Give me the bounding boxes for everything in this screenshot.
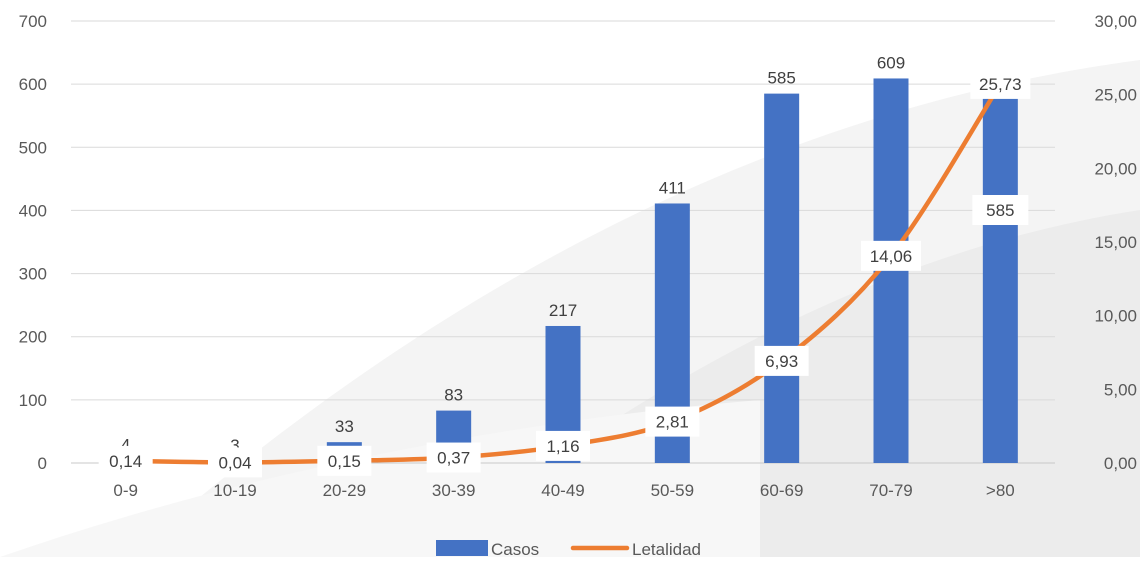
x-tick-label: 40-49 <box>541 481 584 500</box>
x-tick-label: 10-19 <box>213 481 256 500</box>
legend-label-letalidad: Letalidad <box>632 540 701 557</box>
bar-data-label: 217 <box>549 301 577 320</box>
y-right-tick-label: 15,00 <box>1094 233 1137 252</box>
line-data-label: 0,04 <box>218 453 251 472</box>
line-label-box <box>861 240 921 271</box>
bar-data-label: 33 <box>335 417 354 436</box>
y-left-tick-label: 700 <box>19 12 47 31</box>
letalidad-data-labels: 0,14 0,04 0,15 0,37 1,16 2,81 6,93 14,06 25,73 <box>98 68 1031 478</box>
line-label-box <box>645 406 700 437</box>
line-data-label: 6,93 <box>765 352 798 371</box>
line-label-box <box>426 442 481 473</box>
casos-bars <box>108 78 1018 464</box>
bar-data-label: 585 <box>986 201 1014 220</box>
x-tick-label: 70-79 <box>869 481 912 500</box>
line-data-label: 0,15 <box>328 452 361 471</box>
y-left-tick-label: 300 <box>19 265 47 284</box>
y-right-tick-label: 5,00 <box>1104 380 1137 399</box>
y-right-tick-label: 0,00 <box>1104 454 1137 473</box>
line-data-label: 1,16 <box>546 437 579 456</box>
x-axis: 0-9 10-19 20-29 30-39 40-49 50-59 60-69 70-79 >8… <box>113 481 1014 500</box>
x-tick-label: >80 <box>986 481 1015 500</box>
y-right-tick-label: 25,00 <box>1094 86 1137 105</box>
y-left-tick-label: 200 <box>19 328 47 347</box>
line-label-box <box>208 447 262 478</box>
y-left-tick-label: 100 <box>19 391 47 410</box>
line-data-label: 0,37 <box>437 449 470 468</box>
right-axis: 0,00 5,00 10,00 15,00 20,00 25,00 30,00 <box>1094 12 1137 473</box>
y-left-tick-label: 500 <box>19 138 47 157</box>
line-label-box <box>317 445 372 476</box>
legend-swatch-casos <box>436 540 488 556</box>
line-data-label: 14,06 <box>870 247 913 266</box>
line-label-box <box>98 445 153 476</box>
bar-data-label: 3 <box>230 436 239 455</box>
bar-data-label: 83 <box>444 386 463 405</box>
line-label-box <box>754 345 809 376</box>
bar-casos <box>982 93 1018 463</box>
line-data-label: 0,14 <box>109 452 142 471</box>
bar-data-label: 609 <box>877 53 905 72</box>
bar-data-label: 585 <box>767 69 795 88</box>
y-left-tick-label: 0 <box>38 454 47 473</box>
bar-data-label: 411 <box>659 178 686 197</box>
x-tick-label: 20-29 <box>323 481 366 500</box>
x-tick-label: 60-69 <box>760 481 803 500</box>
bar-casos <box>764 93 800 463</box>
legend: Casos Letalidad <box>436 540 701 559</box>
line-data-label: 2,81 <box>656 413 689 432</box>
y-right-tick-label: 10,00 <box>1094 307 1137 326</box>
x-tick-label: 50-59 <box>651 481 694 500</box>
y-left-tick-label: 400 <box>19 201 47 220</box>
y-right-tick-label: 30,00 <box>1094 12 1137 31</box>
line-label-box <box>536 430 590 461</box>
y-left-tick-label: 600 <box>19 75 47 94</box>
bar-label-box <box>972 195 1029 225</box>
legend-label-casos: Casos <box>491 540 539 557</box>
line-data-label: 25,73 <box>979 75 1022 94</box>
bar-data-label: 4 <box>121 435 130 454</box>
left-axis: 0 100 200 300 400 500 600 700 <box>19 12 47 473</box>
y-right-tick-label: 20,00 <box>1094 159 1137 178</box>
x-tick-label: 0-9 <box>113 481 138 500</box>
line-label-box <box>970 68 1031 99</box>
x-tick-label: 30-39 <box>432 481 475 500</box>
